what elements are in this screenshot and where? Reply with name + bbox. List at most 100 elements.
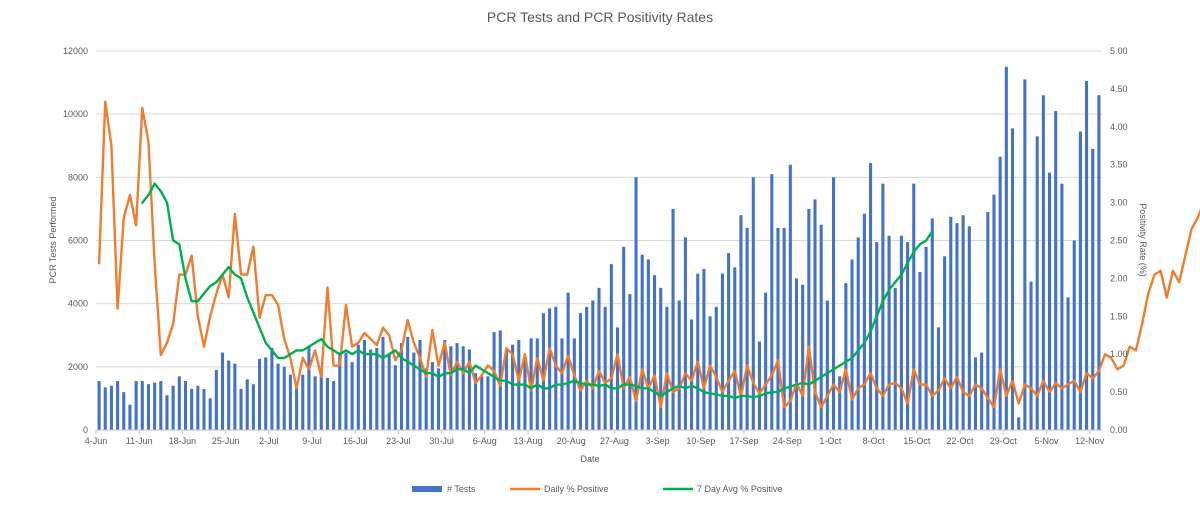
bar-tests — [443, 339, 447, 430]
bar-tests — [936, 327, 940, 430]
y-axis-title: PCR Tests Performed — [48, 197, 58, 284]
x-tick-label: 22-Oct — [947, 436, 975, 446]
x-tick-label: 1-Oct — [819, 436, 842, 446]
bar-tests — [973, 357, 978, 430]
bar-tests — [362, 339, 367, 430]
bar-tests — [801, 284, 805, 430]
bar-tests — [258, 358, 262, 430]
x-tick-label: 25-Jun — [212, 436, 240, 446]
bar-tests — [967, 226, 971, 430]
bar-tests — [615, 327, 620, 430]
bar-tests — [319, 371, 323, 430]
bar-tests — [899, 235, 903, 430]
bar-tests — [875, 242, 879, 430]
bar-tests — [597, 287, 601, 430]
bar-tests — [1072, 240, 1076, 430]
bar-tests — [307, 346, 311, 430]
x-tick-label: 10-Sep — [686, 436, 715, 446]
bar-tests — [955, 223, 959, 430]
bar-tests — [159, 381, 163, 430]
x-tick-label: 27-Aug — [600, 436, 629, 446]
y2-tick-label: 4.50 — [1110, 84, 1128, 94]
bar-tests — [856, 237, 860, 430]
bar-tests — [430, 362, 434, 430]
bar-tests — [862, 213, 866, 430]
legend-label-daily: Daily % Positive — [544, 484, 609, 494]
bar-tests — [646, 259, 650, 430]
bar-tests — [585, 306, 589, 430]
bar-tests — [1091, 148, 1095, 431]
bar-tests — [881, 183, 885, 430]
bar-tests — [992, 194, 996, 430]
bar-tests — [1097, 95, 1101, 430]
bar-tests — [436, 368, 441, 430]
bar-tests — [116, 381, 120, 430]
bar-tests — [591, 300, 595, 430]
bar-tests — [609, 264, 613, 430]
bar-tests — [813, 199, 817, 430]
y2-tick-label: 5.00 — [1110, 46, 1128, 56]
bar-tests — [171, 385, 175, 430]
x-tick-label: 18-Jun — [169, 436, 197, 446]
bar-tests — [628, 294, 632, 430]
x-tick-label: 29-Oct — [990, 436, 1018, 446]
bar-tests — [511, 344, 515, 430]
bar-tests — [683, 237, 687, 430]
bar-tests — [399, 343, 404, 430]
line-7day-avg-positive — [141, 182, 934, 400]
x-tick-label: 6-Aug — [473, 436, 497, 446]
bar-tests — [794, 278, 799, 430]
bar-tests — [1035, 136, 1039, 430]
bar-tests — [831, 177, 836, 430]
line-daily-positive — [97, 100, 1200, 409]
legend-label-7day: 7 Day Avg % Positive — [697, 484, 782, 494]
bar-tests — [214, 369, 218, 430]
bar-tests — [183, 381, 188, 430]
bar-tests — [1041, 95, 1045, 430]
bar-tests — [708, 316, 712, 430]
bar-tests — [961, 215, 965, 430]
bar-tests — [986, 212, 990, 430]
bar-tests — [677, 300, 681, 430]
bar-tests — [177, 376, 181, 430]
bar-tests — [720, 273, 724, 430]
y2-tick-label: 1.00 — [1110, 349, 1128, 359]
y-tick-label: 10000 — [63, 109, 88, 119]
y2-tick-label: 3.00 — [1110, 198, 1128, 208]
bar-tests — [844, 283, 848, 430]
bar-tests — [819, 224, 823, 430]
bar-tests — [998, 156, 1002, 430]
y2-tick-label: 2.00 — [1110, 273, 1128, 283]
bar-tests — [1017, 417, 1021, 430]
legend-item-tests: # Tests — [412, 484, 476, 494]
bar-tests — [208, 398, 212, 430]
bar-tests — [282, 366, 286, 430]
bar-tests — [245, 379, 249, 430]
y-tick-label: 6000 — [68, 236, 88, 246]
bar-tests — [455, 343, 459, 430]
bar-tests — [424, 368, 428, 430]
x-tick-label: 8-Oct — [863, 436, 886, 446]
bar-tests — [1029, 281, 1033, 430]
bar-tests — [233, 363, 237, 430]
bar-tests — [770, 174, 774, 430]
bar-tests — [140, 381, 144, 430]
x-tick-label: 16-Jul — [343, 436, 368, 446]
y2-tick-label: 1.50 — [1110, 311, 1128, 321]
bar-tests — [548, 308, 552, 430]
bar-tests — [1078, 131, 1082, 430]
bar-tests — [196, 385, 200, 430]
bar-tests — [838, 376, 842, 430]
bar-tests — [251, 384, 255, 430]
bar-tests — [906, 242, 910, 430]
x-tick-label: 23-Jul — [386, 436, 411, 446]
legend-label-tests: # Tests — [447, 484, 476, 494]
bar-tests — [387, 354, 391, 430]
y2-tick-label: 2.50 — [1110, 236, 1128, 246]
bar-tests — [480, 376, 484, 430]
bar-tests — [578, 313, 583, 430]
bar-tests — [603, 306, 607, 430]
bar-tests — [122, 392, 126, 430]
bar-tests — [338, 354, 342, 430]
bar-tests — [504, 351, 508, 430]
